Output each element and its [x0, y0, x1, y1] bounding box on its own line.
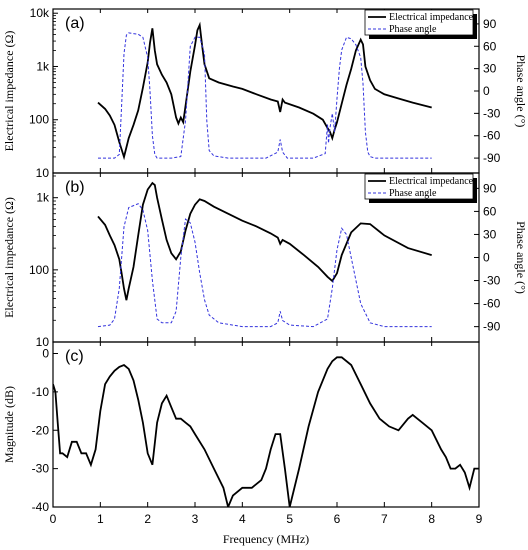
x-tick-label: 5: [286, 512, 293, 526]
y-axis-title: Electrical impedance (Ω): [2, 197, 16, 318]
legend-label-impedance: Electrical impedance: [389, 12, 474, 23]
x-tick-label: 6: [334, 512, 341, 526]
panel-label: (a): [65, 15, 85, 32]
panel-label: (b): [65, 179, 85, 196]
y-axis-title: Magnitude (dB): [2, 386, 16, 463]
y2-axis-title: Phase angle (°): [514, 55, 528, 128]
y-tick-label: -10: [32, 385, 50, 399]
legend-box: [364, 173, 474, 200]
panel-b-impedance-phase: 10 100 1k 90 60 30 0 -30 -60 -90 Phase angle (°) El…: [2, 172, 528, 349]
impedance-line-0: [97, 181, 432, 301]
y2-axis-title: Phase angle (°): [514, 221, 528, 294]
y-tick-label: -30: [32, 462, 50, 476]
y2-tick-label: 30: [483, 227, 497, 241]
phase-angle-line-1: [97, 203, 432, 328]
x-tick-label: 9: [476, 512, 483, 526]
y2-tick-label: -60: [483, 297, 501, 311]
shared-x-axis-ticks: 0 1 2 3 4 5 6 7 8 9: [50, 512, 483, 526]
phase-angle-line-1: [98, 32, 432, 159]
y-tick-label: 10: [36, 166, 50, 180]
y-tick-label: 1k: [36, 191, 50, 205]
y2-tick-label: 60: [483, 39, 497, 53]
legend-label-phase: Phase angle: [389, 24, 437, 35]
impedance-line-0: [97, 21, 432, 161]
x-axis-title: Frequency (MHz): [223, 532, 309, 546]
panel-a-impedance-phase: 10 100 1k 10k 90 60 30 0 -30 -60 -90 Phase angle (°…: [2, 6, 528, 180]
y2-tick-label: 90: [483, 17, 497, 31]
y2-tick-label: -30: [483, 274, 501, 288]
plot-frame: [52, 341, 480, 508]
y2-tick-label: -90: [483, 151, 501, 165]
x-tick-label: 3: [192, 512, 199, 526]
y2-tick-label: 0: [483, 84, 490, 98]
x-tick-label: 7: [381, 512, 388, 526]
legend-box: [364, 9, 474, 36]
legend-label-impedance: Electrical impedance: [389, 176, 474, 187]
y-tick-label: 1k: [36, 59, 50, 73]
y-tick-label: -20: [32, 423, 50, 437]
y2-tick-label: 30: [483, 62, 497, 76]
panel-c-magnitude: 0 -10 -20 -30 -40 Magnitude (dB) (c): [2, 341, 480, 514]
legend-label-phase: Phase angle: [389, 188, 437, 199]
x-tick-label: 0: [50, 512, 57, 526]
y2-tick-label: 90: [483, 181, 497, 195]
y-tick-label: 10k: [30, 6, 50, 20]
y2-tick-label: -60: [483, 129, 501, 143]
y-tick-label: -40: [32, 500, 50, 514]
x-tick-label: 8: [428, 512, 435, 526]
y-tick-label: 10: [36, 335, 50, 349]
y-tick-label: 100: [29, 263, 49, 277]
y2-tick-label: 60: [483, 204, 497, 218]
y2-tick-label: 0: [483, 251, 490, 265]
y-axis-title: Electrical impedance (Ω): [2, 31, 16, 152]
x-tick-label: 1: [97, 512, 104, 526]
y-tick-label: 100: [29, 113, 49, 127]
x-tick-label: 4: [239, 512, 246, 526]
y2-tick-label: -90: [483, 320, 501, 334]
panel-label: (c): [65, 348, 84, 365]
x-tick-label: 2: [144, 512, 151, 526]
y-tick-label: 0: [42, 347, 49, 361]
y2-tick-label: -30: [483, 106, 501, 120]
magnitude-line-0: [53, 356, 479, 507]
